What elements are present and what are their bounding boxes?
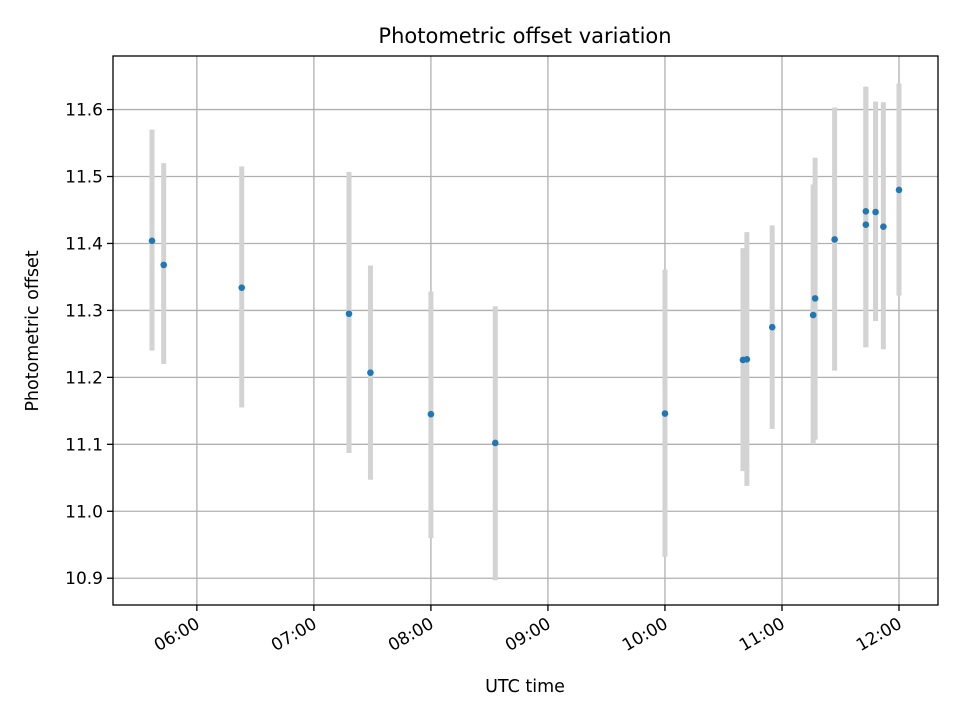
data-point bbox=[809, 311, 817, 319]
data-points bbox=[148, 186, 903, 447]
data-point bbox=[768, 323, 776, 331]
data-point bbox=[427, 410, 435, 418]
y-tick-label: 11.3 bbox=[65, 301, 103, 321]
data-point bbox=[811, 295, 819, 302]
x-axis-label: UTC time bbox=[485, 677, 565, 697]
data-point bbox=[345, 310, 353, 318]
data-point bbox=[238, 284, 246, 291]
y-tick-label: 11.4 bbox=[65, 234, 103, 254]
grid-lines bbox=[113, 56, 938, 605]
data-point bbox=[862, 221, 870, 229]
y-axis-label: Photometric offset bbox=[23, 250, 43, 411]
data-point bbox=[895, 186, 903, 194]
y-tick-label: 11.5 bbox=[65, 168, 103, 188]
y-tick-label: 11.0 bbox=[65, 502, 103, 522]
data-point bbox=[148, 237, 156, 245]
plot-frame bbox=[112, 55, 939, 606]
data-point bbox=[661, 410, 669, 417]
data-point bbox=[880, 223, 887, 231]
y-tick-label: 11.1 bbox=[65, 435, 103, 455]
data-point bbox=[872, 208, 879, 216]
chart-title: Photometric offset variation bbox=[378, 24, 671, 48]
data-point bbox=[743, 355, 751, 363]
data-point bbox=[367, 369, 374, 376]
data-point bbox=[862, 208, 870, 215]
data-point bbox=[831, 236, 838, 243]
y-tick-label: 11.6 bbox=[65, 101, 103, 121]
data-point bbox=[491, 439, 499, 447]
y-tick-label: 10.9 bbox=[65, 569, 103, 589]
y-axis-ticks: 10.9 11.0 11.1 11.2 11.3 11.4 11.5 11.6 bbox=[65, 101, 113, 589]
y-tick-label: 11.2 bbox=[65, 368, 103, 388]
data-point bbox=[160, 261, 168, 269]
